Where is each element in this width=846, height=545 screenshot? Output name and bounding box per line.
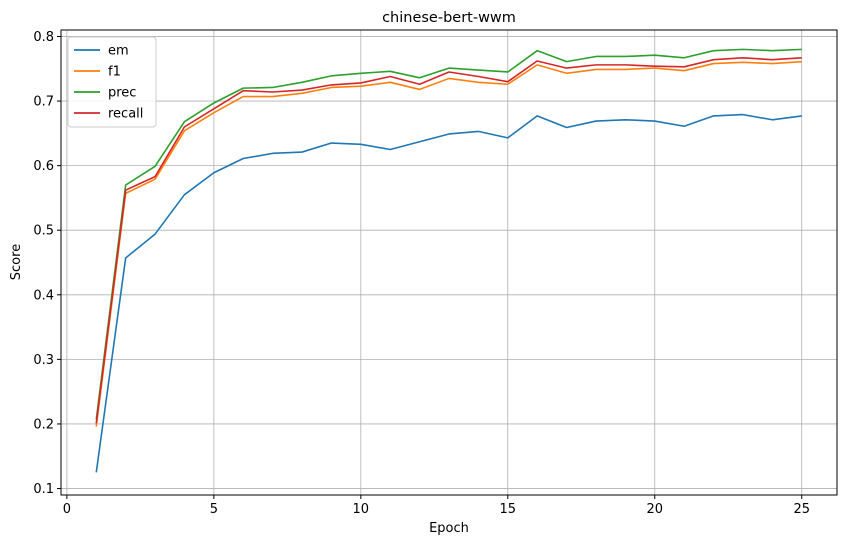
y-tick-label: 0.3 <box>33 353 54 368</box>
y-tick-label: 0.7 <box>33 95 54 110</box>
series-line-recall <box>95 56 802 424</box>
y-axis-ticks: 0.1 0.2 0.3 0.4 0.5 0.6 0.7 0.8 <box>33 30 61 497</box>
y-tick-label: 0.2 <box>33 417 54 432</box>
chart-title: chinese-bert-wwm <box>382 10 516 26</box>
x-tick-label: 20 <box>646 502 663 517</box>
x-tick-label: 25 <box>793 502 810 517</box>
legend-label-f1: f1 <box>108 65 121 80</box>
x-axis-ticks: 0 5 10 15 20 25 <box>63 495 810 517</box>
y-axis-label: Score <box>9 244 24 280</box>
series-lines <box>95 48 802 473</box>
x-axis-label: Epoch <box>429 521 469 536</box>
y-tick-label: 0.6 <box>33 159 54 174</box>
series-line-prec <box>95 48 802 420</box>
legend-box <box>67 36 157 128</box>
y-tick-label: 0.1 <box>33 482 54 497</box>
x-tick-label: 15 <box>500 502 517 517</box>
y-tick-label: 0.4 <box>33 288 54 303</box>
plot-frame <box>60 29 838 496</box>
y-tick-label: 0.8 <box>33 30 54 45</box>
y-tick-label: 0.5 <box>33 224 54 239</box>
x-tick-label: 5 <box>210 502 218 517</box>
x-tick-label: 0 <box>63 502 71 517</box>
series-line-f1 <box>95 60 802 427</box>
series-line-em <box>95 113 802 473</box>
grid-lines <box>61 30 837 495</box>
legend-label-prec: prec <box>108 86 136 101</box>
legend-label-recall: recall <box>108 107 143 122</box>
legend: em f1 prec recall <box>67 36 157 128</box>
legend-label-em: em <box>108 44 129 59</box>
x-tick-label: 10 <box>353 502 370 517</box>
